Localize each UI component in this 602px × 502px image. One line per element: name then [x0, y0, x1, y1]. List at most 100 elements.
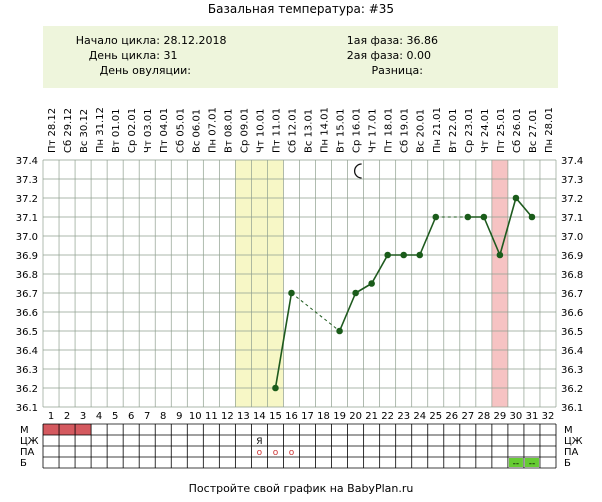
b-mark-cell	[524, 458, 539, 467]
day-number: 29	[494, 411, 507, 422]
date-label: Вт 08.01	[223, 109, 234, 154]
series-segment	[370, 254, 389, 284]
y-tick-label-right: 36.1	[561, 403, 583, 414]
day-number: 15	[269, 411, 282, 422]
day-number: 19	[333, 411, 346, 422]
row-label-left: ЦЖ	[20, 436, 39, 447]
b-mark-cell	[508, 458, 523, 467]
date-label: Вт 01.01	[111, 109, 122, 154]
highlight-band-yellow	[235, 160, 284, 407]
day-number: 6	[128, 411, 134, 422]
data-point	[272, 384, 279, 392]
menses-cell	[75, 424, 92, 435]
y-tick-label-left: 36.5	[16, 327, 38, 338]
data-point	[480, 213, 488, 221]
date-label: Вс 13.01	[304, 109, 315, 153]
day-number: 16	[285, 411, 298, 422]
row-mark: --	[529, 459, 536, 469]
day-number: 28	[477, 411, 490, 422]
day-number: 30	[510, 411, 523, 422]
data-point	[512, 194, 520, 202]
date-label: Пт 28.12	[47, 108, 58, 153]
y-tick-label-right: 37.0	[561, 232, 583, 243]
date-label: Пт 04.01	[159, 108, 170, 153]
y-tick-label-right: 37.1	[561, 213, 583, 224]
date-label: Пн 07.01	[207, 107, 218, 153]
y-tick-label-left: 37.0	[16, 232, 38, 243]
row-mark: o	[273, 448, 279, 458]
series-segment	[418, 216, 437, 256]
date-label: Пт 25.01	[496, 108, 507, 153]
day-number: 23	[397, 411, 410, 422]
day-number: 24	[413, 411, 426, 422]
day-number: 25	[429, 411, 442, 422]
y-tick-label-left: 36.9	[16, 251, 38, 262]
date-label: Чт 17.01	[368, 109, 379, 154]
row-mark: o	[289, 448, 295, 458]
y-tick-label-left: 36.8	[16, 270, 38, 281]
day-number: 1	[48, 411, 54, 422]
y-tick-label-left: 37.2	[16, 194, 38, 205]
phase1: 1ая фаза: 36.86	[293, 34, 438, 47]
date-label: Пн 21.01	[432, 107, 443, 153]
day-number: 12	[221, 411, 234, 422]
difference-label: Разница:	[371, 64, 424, 77]
y-tick-label-right: 37.4	[561, 156, 583, 167]
day-number: 21	[365, 411, 378, 422]
data-point	[496, 251, 504, 259]
date-label: Чт 10.01	[255, 109, 266, 154]
date-label: Сб 26.01	[512, 108, 523, 153]
data-point	[368, 280, 375, 287]
day-number: 32	[542, 411, 555, 422]
phase2: 2ая фаза: 0.00	[293, 49, 431, 62]
series-segment	[274, 292, 293, 389]
cycle-day-value: 31	[163, 49, 178, 62]
series-segment-dashed	[291, 292, 340, 332]
row-label-right: ПА	[564, 447, 579, 458]
date-label: Вс 20.01	[416, 109, 427, 153]
y-tick-label-left: 37.4	[16, 156, 38, 167]
y-tick-label-right: 36.5	[561, 327, 583, 338]
series-segment	[499, 197, 517, 256]
date-label: Сб 19.01	[400, 108, 411, 153]
phase1-label: 1ая фаза:	[346, 34, 403, 47]
day-number: 7	[144, 411, 150, 422]
date-label: Вт 22.01	[448, 109, 459, 154]
date-label: Ср 16.01	[352, 108, 363, 153]
y-tick-label-right: 36.8	[561, 270, 583, 281]
data-point	[416, 251, 424, 259]
cycle-start-label: Начало цикла:	[75, 34, 160, 47]
day-number: 3	[80, 411, 86, 422]
day-number: 13	[237, 411, 250, 422]
menses-cell	[59, 424, 76, 435]
day-number: 10	[189, 411, 202, 422]
ovulation-day-label: День овуляции:	[99, 64, 191, 77]
y-tick-label-left: 37.1	[16, 213, 38, 224]
phase2-label: 2ая фаза:	[346, 49, 403, 62]
day-number: 31	[526, 411, 539, 422]
bbt-chart: 37.4 37.4 37.3 37.3 37.2 37.2 37.1 37.1 37.0 37.0…	[16, 107, 584, 469]
phase1-value: 36.86	[406, 34, 439, 47]
y-tick-label-left: 36.2	[16, 384, 38, 395]
data-point	[288, 289, 295, 297]
highlight-band-red	[491, 160, 508, 407]
date-label: Ср 09.01	[239, 108, 250, 153]
cycle-start-value: 28.12.2018	[163, 34, 227, 47]
date-label: Пн 31.12	[95, 107, 106, 153]
row-label-right: М	[564, 425, 573, 436]
row-label-right: ЦЖ	[564, 436, 583, 447]
row-label-right: Б	[564, 458, 571, 469]
y-tick-label-left: 36.6	[16, 308, 38, 319]
data-point	[384, 251, 391, 259]
date-label: Пн 28.01	[544, 107, 555, 153]
row-label-left: ПА	[20, 447, 35, 458]
y-tick-label-left: 36.7	[16, 289, 38, 300]
data-point	[432, 213, 440, 221]
cycle-start: Начало цикла: 28.12.2018	[43, 34, 227, 47]
y-tick-label-right: 36.4	[561, 346, 583, 357]
date-label: Чт 03.01	[143, 109, 154, 154]
footer-text[interactable]: Постройте свой график на BabyPlan.ru	[188, 482, 414, 495]
date-label: Чт 24.01	[480, 109, 491, 154]
day-number: 5	[112, 411, 118, 422]
series-segment	[338, 292, 357, 332]
